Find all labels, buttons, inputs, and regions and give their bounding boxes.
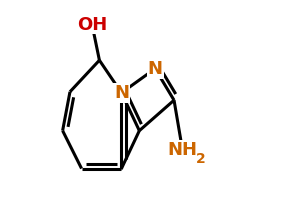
Text: OH: OH (77, 16, 107, 33)
Text: 2: 2 (196, 152, 205, 166)
Text: NH: NH (168, 141, 198, 159)
Text: N: N (148, 60, 163, 78)
Text: N: N (114, 84, 129, 102)
